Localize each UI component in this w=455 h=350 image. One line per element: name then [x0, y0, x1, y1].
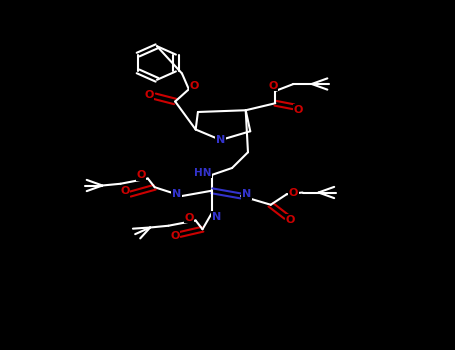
Text: O: O — [145, 90, 154, 99]
Text: O: O — [121, 187, 130, 196]
Text: O: O — [289, 188, 298, 197]
Text: O: O — [190, 82, 199, 91]
Text: O: O — [171, 231, 180, 241]
Text: N: N — [242, 189, 251, 199]
Text: HN: HN — [194, 168, 211, 178]
Text: N: N — [172, 189, 181, 199]
Text: O: O — [136, 170, 146, 180]
Text: N: N — [216, 135, 225, 145]
Text: N: N — [212, 212, 221, 222]
Text: O: O — [286, 215, 295, 225]
Text: O: O — [184, 213, 193, 223]
Text: O: O — [268, 81, 278, 91]
Text: O: O — [293, 105, 303, 114]
